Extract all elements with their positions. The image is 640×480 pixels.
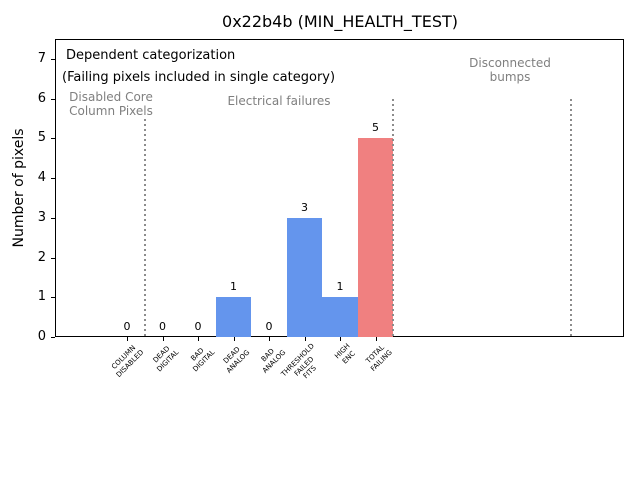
section-label-disconnected-bumps: Disconnected bumps (467, 56, 553, 84)
section-label-disabled-core-column-pixels: Disabled Core Column Pixels (67, 90, 155, 118)
annotation-failing-pixels: (Failing pixels included in single categ… (62, 70, 336, 85)
section-label-electrical-failures: Electrical failures (225, 94, 333, 108)
x-tick-label: COLUMN DISABLED (109, 343, 145, 379)
bar (215, 297, 252, 337)
x-tick-label: BAD DIGITAL (189, 346, 216, 374)
x-tick-label: DEAD ANALOG (222, 345, 252, 375)
x-axis-tick (127, 337, 128, 341)
y-tick-label: 3 (37, 209, 46, 225)
y-tick-label: 1 (37, 289, 46, 305)
x-tick-label: TOTAL FAILING (364, 343, 394, 373)
x-tick-label: DEAD DIGITAL (151, 344, 181, 374)
annotation-dependent-categorization: Dependent categorization (66, 48, 236, 63)
y-axis-tick (51, 257, 55, 259)
bar-value-label: 0 (265, 320, 273, 333)
bar (286, 217, 323, 337)
bar-value-label: 0 (159, 320, 166, 333)
x-tick-label: THRESHOLD FAILED FITS (279, 342, 319, 381)
bar-value-label: 0 (194, 320, 202, 333)
y-tick-label: 4 (37, 170, 46, 186)
x-axis-tick (233, 337, 235, 341)
y-axis-tick (51, 337, 55, 338)
x-axis-tick (340, 337, 341, 341)
x-axis-tick (269, 337, 270, 341)
section-divider-line (569, 98, 572, 337)
bar-value-label: 0 (123, 320, 131, 333)
bar (357, 138, 394, 337)
bar-value-label: 1 (230, 280, 237, 294)
y-axis-tick (51, 138, 55, 140)
x-tick-label: HIGH ENC (333, 342, 357, 366)
y-axis-tick (51, 98, 55, 100)
y-tick-label: 6 (37, 90, 46, 106)
x-axis-tick (375, 337, 377, 341)
y-tick-label: 5 (37, 130, 46, 146)
y-axis-tick (51, 217, 55, 219)
x-axis-tick (198, 337, 199, 341)
x-axis-tick (304, 337, 306, 341)
bar (322, 297, 358, 337)
y-axis-tick (51, 178, 55, 180)
bar-value-label: 5 (372, 121, 379, 135)
y-axis-label: Number of pixels (11, 128, 27, 248)
bar-value-label: 1 (336, 280, 344, 294)
chart-title: 0x22b4b (MIN_HEALTH_TEST) (222, 12, 458, 31)
y-tick-label: 0 (37, 329, 46, 344)
section-divider-line (392, 98, 395, 337)
y-axis-tick (51, 58, 55, 60)
plot-area (55, 39, 624, 337)
x-axis-tick (162, 337, 164, 341)
y-tick-label: 2 (37, 249, 46, 265)
section-divider-line (143, 98, 146, 337)
y-axis-tick (51, 297, 55, 299)
y-tick-label: 7 (37, 50, 46, 66)
bar-value-label: 3 (301, 200, 308, 214)
